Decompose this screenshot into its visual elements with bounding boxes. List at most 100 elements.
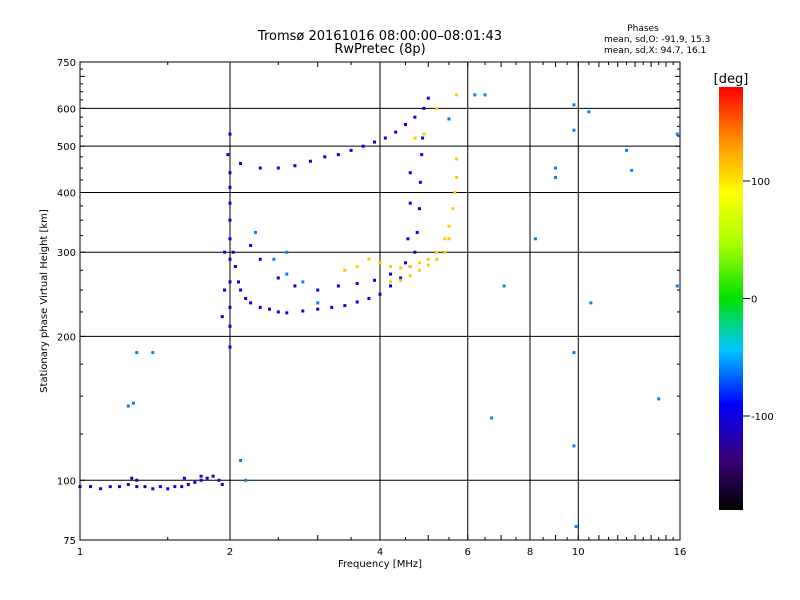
data-point bbox=[490, 416, 494, 420]
data-point bbox=[244, 478, 248, 482]
y-axis-label: Stationary phase Virtual Height [km] bbox=[39, 209, 50, 393]
data-point bbox=[336, 284, 340, 288]
data-point bbox=[272, 257, 276, 261]
data-point bbox=[675, 284, 679, 288]
data-point bbox=[130, 476, 134, 480]
data-point bbox=[228, 201, 232, 205]
y-tick-label: 500 bbox=[57, 142, 76, 153]
data-point bbox=[228, 171, 232, 175]
data-point bbox=[574, 525, 578, 529]
y-tick-label: 100 bbox=[57, 476, 76, 487]
data-point bbox=[151, 351, 155, 355]
data-point bbox=[285, 311, 289, 315]
data-point bbox=[135, 478, 139, 482]
data-point bbox=[108, 485, 112, 489]
data-point bbox=[572, 128, 576, 132]
data-point bbox=[553, 166, 557, 170]
data-point bbox=[135, 485, 139, 489]
data-point bbox=[389, 265, 393, 269]
x-axis-ticks: 1 2 4 6 8 10 16 bbox=[77, 547, 687, 558]
chart-title: Tromsø 20161016 08:00:00–08:01:43 bbox=[257, 29, 502, 44]
data-point bbox=[117, 485, 121, 489]
x-axis-label: Frequency [MHz] bbox=[338, 559, 422, 570]
data-point bbox=[435, 257, 439, 261]
data-point bbox=[239, 288, 243, 292]
data-point bbox=[205, 476, 209, 480]
data-point bbox=[533, 237, 537, 241]
data-point bbox=[308, 159, 312, 163]
data-point bbox=[389, 284, 393, 288]
colorbar-label: [deg] bbox=[714, 72, 749, 87]
phases-title: Phases bbox=[627, 24, 659, 34]
title-group: Tromsø 20161016 08:00:00–08:01:43 RwPret… bbox=[257, 29, 502, 57]
y-tick-label: 400 bbox=[57, 188, 76, 199]
data-point bbox=[217, 478, 221, 482]
data-point bbox=[413, 115, 417, 119]
colorbar-tick-label: 100 bbox=[751, 177, 770, 188]
data-point bbox=[426, 263, 430, 267]
data-point bbox=[435, 250, 439, 254]
data-point bbox=[89, 485, 93, 489]
y-tick-label: 200 bbox=[57, 332, 76, 343]
data-point bbox=[403, 123, 407, 127]
data-point bbox=[502, 284, 506, 288]
data-point bbox=[435, 106, 439, 110]
data-point bbox=[447, 237, 451, 241]
data-point bbox=[630, 168, 634, 172]
data-point bbox=[447, 224, 451, 228]
x-tick-label: 8 bbox=[527, 547, 533, 558]
data-point bbox=[166, 487, 170, 491]
data-point bbox=[355, 300, 359, 304]
data-point bbox=[361, 144, 365, 148]
data-point bbox=[355, 265, 359, 269]
data-point bbox=[293, 164, 297, 168]
data-point bbox=[355, 282, 359, 286]
data-point bbox=[135, 351, 139, 355]
colorbar-tick-label: 0 bbox=[751, 295, 757, 306]
data-point bbox=[276, 310, 280, 314]
colorbar-gradient bbox=[719, 87, 743, 510]
data-point bbox=[408, 274, 412, 278]
data-point bbox=[378, 261, 382, 265]
data-point bbox=[99, 487, 103, 491]
data-point bbox=[373, 140, 377, 144]
data-point bbox=[301, 280, 305, 284]
data-point bbox=[151, 487, 155, 491]
data-point bbox=[131, 401, 135, 405]
data-point bbox=[253, 230, 257, 234]
data-point bbox=[258, 166, 262, 170]
data-point bbox=[323, 155, 327, 159]
data-point bbox=[223, 288, 227, 292]
data-point bbox=[226, 153, 230, 157]
data-point bbox=[675, 132, 679, 136]
data-point bbox=[426, 96, 430, 100]
data-point bbox=[143, 485, 147, 489]
grid-lines bbox=[80, 62, 680, 540]
data-point bbox=[258, 305, 262, 309]
data-point bbox=[301, 309, 305, 313]
data-point bbox=[316, 301, 320, 305]
data-point bbox=[231, 250, 235, 254]
data-point bbox=[417, 261, 421, 265]
data-point bbox=[258, 257, 262, 261]
data-point bbox=[373, 278, 377, 282]
data-point bbox=[572, 351, 576, 355]
data-point bbox=[417, 207, 421, 211]
data-point bbox=[422, 132, 426, 136]
data-point bbox=[367, 257, 371, 261]
y-tick-label: 300 bbox=[57, 248, 76, 259]
data-point bbox=[158, 485, 162, 489]
data-point bbox=[316, 307, 320, 311]
data-point bbox=[399, 276, 403, 280]
data-point bbox=[343, 268, 347, 272]
data-point bbox=[285, 250, 289, 254]
data-point bbox=[420, 153, 424, 157]
data-point bbox=[483, 93, 487, 97]
x-tick-label: 6 bbox=[465, 547, 471, 558]
data-point bbox=[451, 207, 455, 211]
data-point bbox=[249, 301, 253, 305]
data-point bbox=[421, 136, 425, 140]
data-point bbox=[447, 117, 451, 121]
data-point bbox=[389, 272, 393, 276]
data-point bbox=[426, 257, 430, 261]
